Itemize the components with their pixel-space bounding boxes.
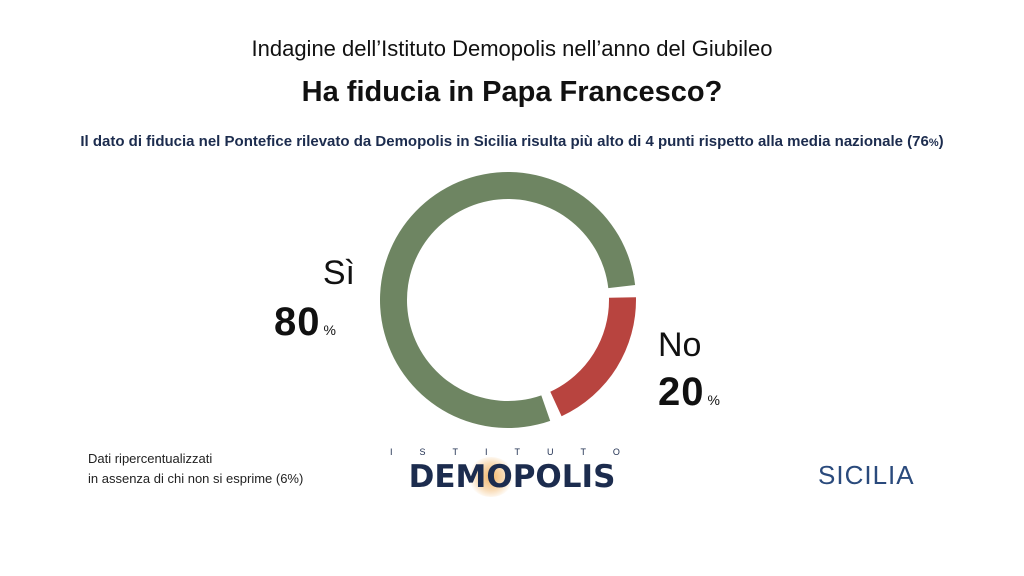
footnote-line-1: Dati ripercentualizzati (88, 451, 213, 466)
subtitle-text: Il dato di fiducia nel Pontefice rilevat… (80, 133, 929, 150)
value-no: 20 (658, 370, 705, 414)
category-label-si: Sì (322, 254, 355, 292)
chart-subtitle: Il dato di fiducia nel Pontefice rilevat… (0, 133, 1024, 150)
slice-no (550, 297, 636, 417)
logo-top-text: ISTITUTO (390, 447, 647, 457)
supertitle: Indagine dell’Istituto Demopolis nell’an… (251, 36, 773, 61)
subtitle-pct-sign: % (928, 137, 939, 149)
data-label-si: 80% (274, 300, 336, 345)
footnote-line-2: in assenza di chi non si esprime (6%) (88, 471, 304, 486)
footnote: Dati ripercentualizzati in assenza di ch… (88, 449, 303, 489)
data-label-no: 20% (658, 370, 720, 415)
value-si: 80 (274, 300, 321, 344)
region-label: SICILIA (818, 460, 915, 490)
demopolis-logo: ISTITUTO DEMOPOLIS (386, 447, 638, 497)
subtitle-close: ) (938, 133, 944, 150)
chart-title: Ha fiducia in Papa Francesco? (301, 76, 723, 108)
logo-main-text: DEMOPOLIS (408, 459, 616, 495)
percent-sign-no: % (707, 392, 720, 408)
category-label-no: No (658, 326, 702, 364)
percent-sign-si: % (323, 322, 336, 338)
logo-glow (468, 457, 514, 497)
